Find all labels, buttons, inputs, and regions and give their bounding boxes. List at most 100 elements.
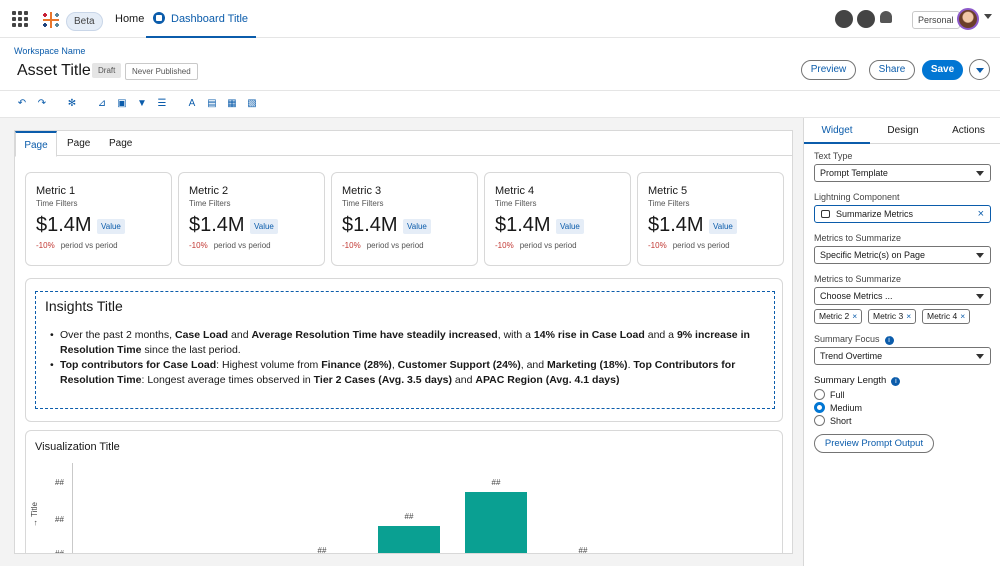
value-badge: Value: [709, 219, 737, 234]
page-tab-1[interactable]: Page: [15, 131, 57, 157]
radio-full[interactable]: [814, 389, 825, 400]
metric-value: $1.4M: [36, 214, 92, 236]
beta-badge: Beta: [66, 12, 103, 31]
visualization-title: Visualization Title: [35, 441, 120, 453]
lightning-component-field[interactable]: Summarize Metrics ×: [814, 205, 991, 223]
delta-label: period vs period: [60, 241, 118, 250]
metric-card[interactable]: Metric 3 Time Filters $1.4M Value -10% pe…: [331, 172, 478, 266]
metrics-choose-select[interactable]: Choose Metrics ...: [814, 287, 991, 305]
undo-icon[interactable]: ↶: [17, 98, 27, 109]
notifications-bell-icon[interactable]: [880, 11, 892, 23]
agent-icon[interactable]: [835, 10, 853, 28]
radio-short[interactable]: [814, 415, 825, 426]
image-icon[interactable]: ▦: [227, 98, 237, 109]
personal-space-badge[interactable]: Personal: [912, 11, 960, 29]
text-type-value: Prompt Template: [820, 168, 888, 178]
filter-icon[interactable]: ▼: [137, 98, 147, 109]
chevron-down-icon: [976, 294, 984, 299]
summary-focus-value: Trend Overtime: [820, 351, 883, 361]
bar-data-label: ##: [404, 512, 414, 522]
delta-label: period vs period: [519, 241, 577, 250]
container-icon[interactable]: ▧: [247, 98, 257, 109]
page-tab-2[interactable]: Page: [67, 138, 91, 149]
metric-pill[interactable]: Metric 4 ×: [922, 309, 971, 324]
help-agent-icon[interactable]: [857, 10, 875, 28]
nav-home-tab[interactable]: Home: [115, 13, 145, 25]
chart-icon[interactable]: ⊿: [97, 98, 107, 109]
chevron-down-icon: [976, 253, 984, 258]
metric-card[interactable]: Metric 1 Time Filters $1.4M Value -10% pe…: [25, 172, 172, 266]
nav-dashboard-tab[interactable]: Dashboard Title ϟ: [146, 0, 256, 63]
lightning-component-value: Summarize Metrics: [836, 209, 914, 219]
metric-value: $1.4M: [495, 214, 551, 236]
metric-card[interactable]: Metric 2 Time Filters $1.4M Value -10% pe…: [178, 172, 325, 266]
metric-value: $1.4M: [189, 214, 245, 236]
insights-title: Insights Title: [45, 298, 123, 314]
preview-prompt-output-button[interactable]: Preview Prompt Output: [814, 434, 934, 453]
page-tab-3[interactable]: Page: [109, 138, 133, 149]
metric-delta: -10% period vs period: [189, 241, 271, 250]
insight-bullet: Top contributors for Case Load: Highest …: [50, 358, 762, 388]
delta-value: -10%: [342, 241, 361, 250]
metric-title: Metric 4: [495, 185, 535, 197]
metric-filter: Time Filters: [648, 199, 690, 208]
y-tick-label: ##: [55, 478, 64, 487]
editor-toolbar: ↶ ↷ ✻ ⊿ ▣ ▼ ☰ A ▤ ▦ ▧: [0, 90, 1000, 118]
metric-card[interactable]: Metric 5 Time Filters $1.4M Value -10% pe…: [637, 172, 784, 266]
delta-value: -10%: [189, 241, 208, 250]
chevron-down-icon: [976, 171, 984, 176]
metric-pill[interactable]: Metric 2 ×: [814, 309, 863, 324]
clear-icon[interactable]: ×: [977, 208, 984, 220]
remove-icon[interactable]: ×: [960, 311, 966, 321]
preview-button[interactable]: Preview: [801, 60, 856, 80]
insights-widget[interactable]: Insights Title Over the past 2 months, C…: [25, 278, 783, 422]
page-tabs: Page Page Page: [15, 131, 792, 157]
settings-icon[interactable]: ✻: [67, 98, 77, 109]
sliders-icon[interactable]: ☰: [157, 98, 167, 109]
metric-delta: -10% period vs period: [36, 241, 118, 250]
metric-pill[interactable]: Metric 3 ×: [868, 309, 917, 324]
y-axis: [72, 463, 73, 553]
tab-actions[interactable]: Actions: [952, 125, 985, 136]
metric-delta: -10% period vs period: [495, 241, 577, 250]
component-icon: [821, 210, 830, 218]
chevron-down-icon: [976, 354, 984, 359]
info-icon[interactable]: i: [884, 336, 894, 345]
y-tick-label: ##: [55, 549, 64, 554]
app-launcher-icon[interactable]: [12, 11, 28, 27]
share-button[interactable]: Share: [869, 60, 915, 80]
user-avatar[interactable]: [957, 8, 979, 30]
more-actions-button[interactable]: [969, 59, 990, 80]
text-type-select[interactable]: Prompt Template: [814, 164, 991, 182]
bar-segment-teal[interactable]: [378, 526, 440, 553]
component-icon[interactable]: ▤: [207, 98, 217, 109]
dashboard-icon: [153, 12, 165, 24]
visualization-widget[interactable]: Visualization Title ## ## ## → Title ## #…: [25, 430, 783, 554]
y-tick-label: ##: [55, 515, 64, 524]
chevron-down-icon[interactable]: [984, 14, 992, 19]
insights-list: Over the past 2 months, Case Load and Av…: [50, 328, 762, 388]
redo-icon[interactable]: ↷: [37, 98, 47, 109]
remove-icon[interactable]: ×: [852, 311, 858, 321]
metric-card[interactable]: Metric 4 Time Filters $1.4M Value -10% pe…: [484, 172, 631, 266]
info-icon[interactable]: i: [891, 377, 901, 386]
metrics-summarize-select[interactable]: Specific Metric(s) on Page: [814, 246, 991, 264]
metric-filter: Time Filters: [342, 199, 384, 208]
delta-value: -10%: [36, 241, 55, 250]
delta-value: -10%: [495, 241, 514, 250]
metrics-choose-placeholder: Choose Metrics ...: [820, 291, 893, 301]
value-badge: Value: [250, 219, 278, 234]
summary-length-label: Summary Length i: [814, 375, 901, 386]
save-button[interactable]: Save: [922, 60, 963, 80]
radio-medium[interactable]: [814, 402, 825, 413]
bar-data-label: ##: [317, 546, 327, 554]
tab-design[interactable]: Design: [887, 125, 919, 136]
bar-segment-teal[interactable]: [465, 492, 527, 553]
value-badge: Value: [556, 219, 584, 234]
metric-icon[interactable]: ▣: [117, 98, 127, 109]
tab-widget[interactable]: Widget: [804, 118, 870, 144]
workspace-link[interactable]: Workspace Name: [14, 46, 86, 56]
summary-focus-select[interactable]: Trend Overtime: [814, 347, 991, 365]
remove-icon[interactable]: ×: [906, 311, 912, 321]
text-icon[interactable]: A: [188, 98, 196, 109]
